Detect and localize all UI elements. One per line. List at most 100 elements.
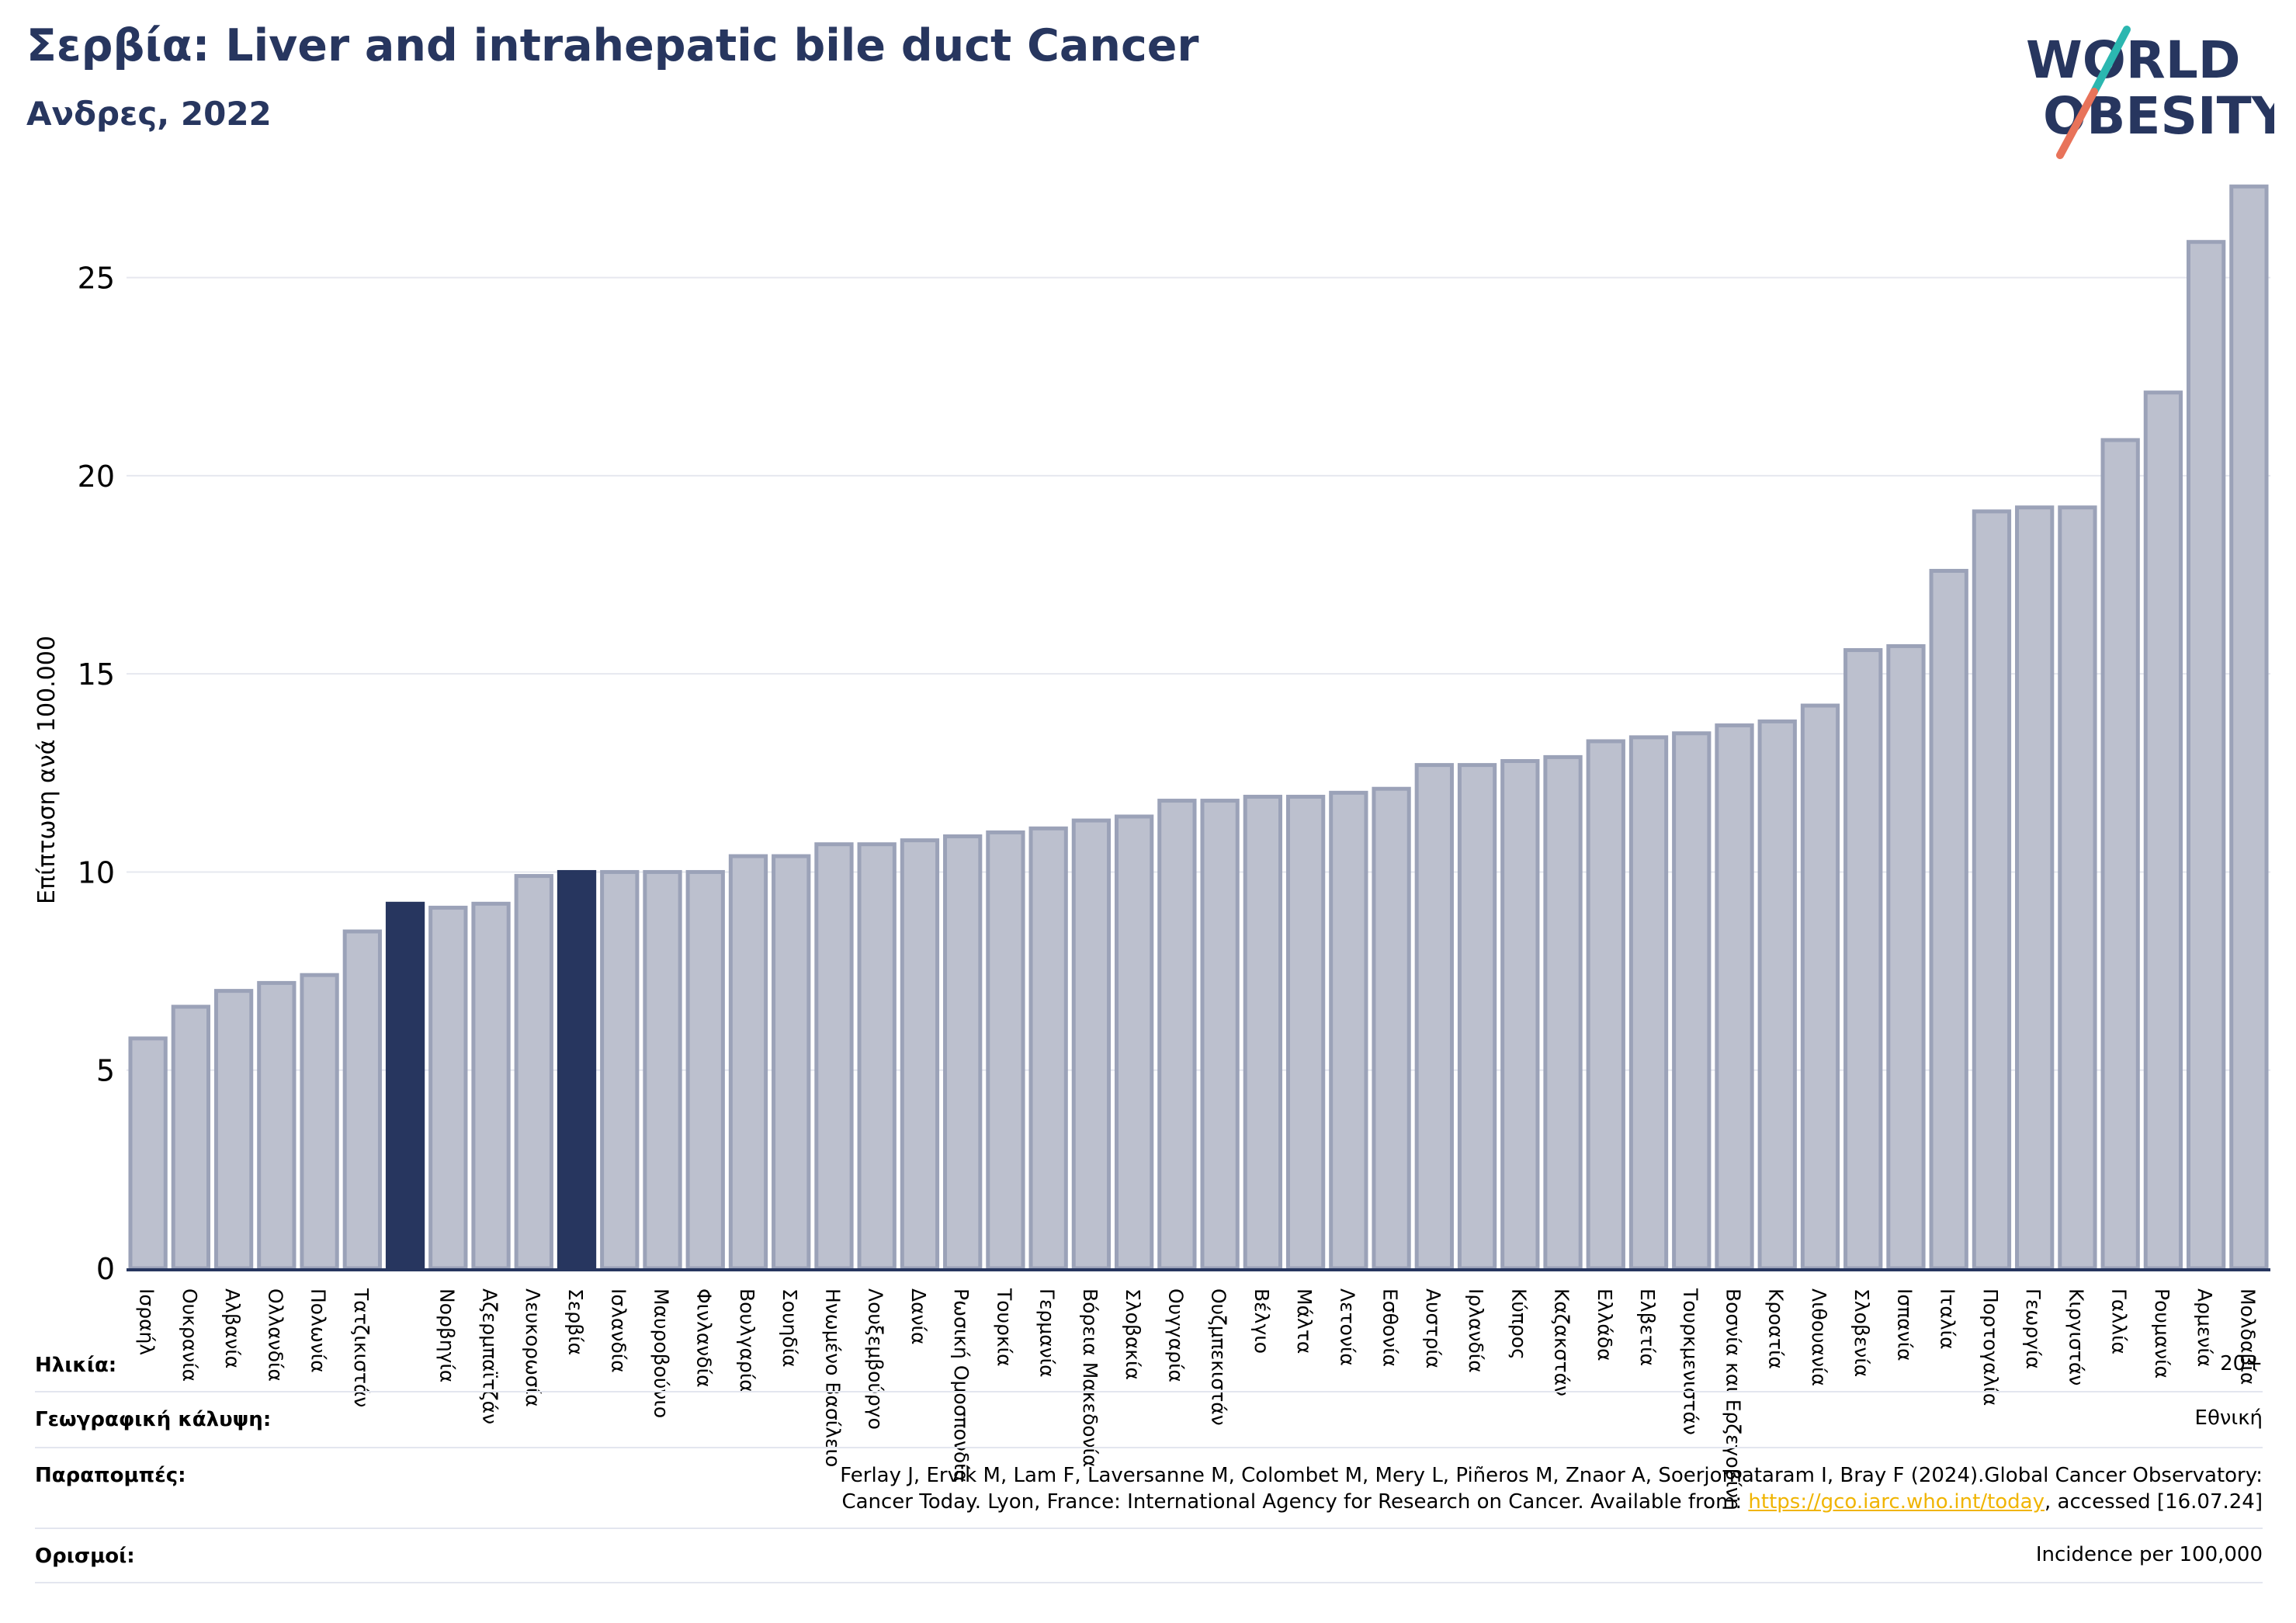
x-tick-label: Γεωργία	[2022, 1288, 2045, 1369]
bar-Ουγγαρία	[1157, 799, 1197, 1271]
bar-Σλοβενία	[1843, 648, 1883, 1271]
logo-slash-coral	[2056, 88, 2098, 159]
x-tick-label: Ουγγαρία	[1164, 1288, 1187, 1382]
bar-Μαυροβούνιο	[643, 869, 682, 1271]
x-tick-label: Δανία	[907, 1288, 930, 1345]
bar-Βουλγαρία	[728, 854, 768, 1271]
bar-Αρμενία	[2186, 240, 2226, 1271]
y-tick-label: 0	[96, 1252, 115, 1286]
x-tick-label: Ιταλία	[1937, 1288, 1959, 1350]
coverage-label: Γεωγραφική κάλυψη:	[35, 1408, 272, 1431]
bar-Μολδαβία	[2229, 184, 2269, 1271]
x-tick-label: Ηνωμένο Βασίλειο	[821, 1288, 844, 1467]
bar-Δανία	[900, 838, 940, 1271]
y-tick-label: 25	[78, 262, 115, 296]
references-line2-pre: Cancer Today. Lyon, France: Internationa…	[841, 1490, 1749, 1514]
x-tick-label: Ρουμανία	[2151, 1288, 2173, 1379]
bar-Γερμανία	[1028, 826, 1068, 1271]
x-tick-label: Ρωσική Ομοσπονδία	[950, 1288, 973, 1483]
bar-Γαλλία	[2100, 438, 2140, 1271]
x-tick-label: Ολλανδία	[264, 1288, 286, 1382]
x-tick-label: Πολωνία	[307, 1288, 330, 1373]
bar-Βόρεια Μακεδονία	[1071, 818, 1112, 1271]
bar-Κύπρος	[1500, 759, 1540, 1271]
x-tick-label: Μαυροβούνιο	[650, 1288, 673, 1418]
references-line1: Ferlay J, Ervik M, Lam F, Laversanne M, …	[840, 1464, 2263, 1487]
page-subtitle: Ανδρες, 2022	[26, 95, 272, 133]
x-tick-label: Φινλανδία	[693, 1288, 716, 1388]
footer-definitions-row: Ορισμοί: Incidence per 100,000	[35, 1528, 2263, 1583]
x-tick-label: Πορτογαλία	[1979, 1288, 2002, 1406]
x-tick-label: Κροατία	[1765, 1288, 1788, 1369]
bar-highlight	[385, 901, 425, 1271]
bar-Βέλγιο	[1243, 794, 1283, 1271]
x-tick-label: Ελλάδα	[1594, 1288, 1616, 1361]
x-tick-label: Βέλγιο	[1250, 1288, 1273, 1354]
references-label: Παραπομπές:	[35, 1464, 186, 1487]
bar-Σλοβακία	[1114, 814, 1154, 1271]
bar-Σουηδία	[772, 854, 811, 1271]
y-axis-ticks: 0 5 10 15 20 25	[78, 262, 115, 1286]
bar-Πορτογαλία	[1972, 509, 2012, 1271]
x-tick-label: Κιργιστάν	[2065, 1288, 2087, 1385]
x-tick-label: Σλοβενία	[1850, 1288, 1873, 1377]
bar-Αζερμπαϊτζάν	[471, 901, 511, 1271]
x-tick-label: Νορβηγία	[435, 1288, 458, 1382]
x-tick-label: Ισπανία	[1893, 1288, 1916, 1361]
bar-Τουρκμενιστάν	[1672, 731, 1712, 1271]
bar-Εσθονία	[1372, 786, 1411, 1271]
bar-Κιργιστάν	[2058, 505, 2097, 1271]
bar-Ρουμανία	[2143, 390, 2183, 1271]
logo-slash-teal	[2090, 26, 2131, 95]
footer-coverage-row: Γεωγραφική κάλυψη: Εθνική	[35, 1391, 2263, 1448]
bar-Νορβηγία	[428, 905, 468, 1271]
x-tick-label: Γερμανία	[1036, 1288, 1059, 1378]
x-tick-label: Τουρκμενιστάν	[1679, 1288, 1701, 1435]
bar-Ισπανία	[1886, 643, 1926, 1271]
x-tick-label: Μάλτα	[1293, 1288, 1316, 1354]
bar-Πολωνία	[300, 973, 339, 1271]
x-tick-label: Ουκρανία	[179, 1288, 201, 1382]
definitions-value: Incidence per 100,000	[2035, 1543, 2263, 1566]
references-line2: Cancer Today. Lyon, France: Internationa…	[840, 1489, 2263, 1515]
bar-Τατζικιστάν	[342, 929, 382, 1271]
x-tick-label: Σερβία	[564, 1288, 587, 1355]
x-tick-label: Λευκορωσία	[522, 1288, 544, 1407]
bar-Φινλανδία	[685, 869, 725, 1271]
y-tick-label: 10	[78, 855, 115, 890]
bars	[128, 184, 2269, 1271]
world-obesity-logo: WORLD OBESITY	[2026, 26, 2274, 159]
bar-Ηνωμένο Βασίλειο	[814, 842, 854, 1271]
page-title: Σερβία: Liver and intrahepatic bile duct…	[26, 20, 1199, 71]
x-tick-label: Λετονία	[1336, 1288, 1358, 1366]
bar-Λουξεμβούργο	[857, 842, 897, 1271]
x-tick-label: Λιθουανία	[1808, 1288, 1830, 1386]
bar-Λιθουανία	[1800, 703, 1840, 1271]
x-tick-label: Λουξεμβούργο	[865, 1288, 887, 1430]
x-tick-label: Μολδαβία	[2236, 1288, 2259, 1385]
x-tick-label: Κύπρος	[1507, 1288, 1530, 1360]
x-tick-label: Βόρεια Μακεδονία	[1079, 1288, 1101, 1468]
x-tick-label: Σλοβακία	[1122, 1288, 1144, 1380]
bar-Ρωσική Ομοσπονδία	[943, 834, 983, 1271]
bar-Γεωργία	[2015, 505, 2055, 1271]
x-tick-label: Αρμενία	[2194, 1288, 2216, 1367]
bar-Λευκορωσία	[514, 874, 553, 1271]
x-tick-label: Αυστρία	[1422, 1288, 1445, 1368]
bar-Ισλανδία	[600, 869, 640, 1271]
x-axis-labels: Ισραήλ Ουκρανία Αλβανία Ολλανδία Πολωνία Τατζ…	[136, 1288, 2260, 1510]
references-link[interactable]: https://gco.iarc.who.int/today	[1748, 1490, 2045, 1514]
x-tick-label: Ισραήλ	[136, 1288, 158, 1355]
references-line2-post: , accessed [16.07.24]	[2045, 1490, 2263, 1514]
bar-Καζακστάν	[1543, 754, 1583, 1271]
x-tick-label: Τατζικιστάν	[350, 1288, 373, 1407]
bar-Μάλτα	[1285, 794, 1326, 1271]
bar-Ουκρανία	[171, 1004, 211, 1271]
bar-Ουζμπεκιστάν	[1200, 799, 1240, 1271]
bar-Σερβία	[557, 869, 597, 1271]
y-tick-label: 20	[78, 460, 115, 494]
logo-line1: WORLD	[2026, 30, 2241, 90]
x-tick-label: Τουρκία	[993, 1288, 1015, 1367]
x-tick-label: Αλβανία	[221, 1288, 244, 1368]
